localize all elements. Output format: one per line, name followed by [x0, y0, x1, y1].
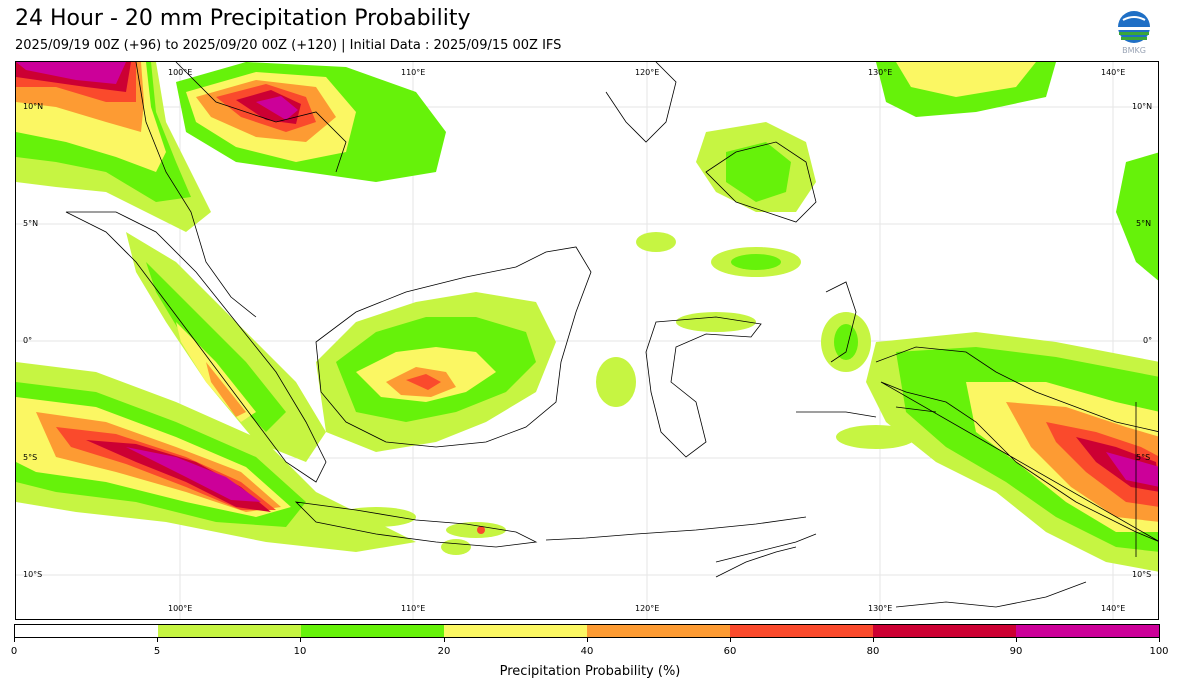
lon-label-bottom-110: 110°E: [401, 604, 426, 613]
precip-mindanao: [696, 122, 816, 212]
colorbar-tick-60: 60: [723, 646, 737, 657]
coastlines: [65, 62, 1158, 608]
lat-label-right-10s: 10°S: [1132, 570, 1152, 579]
colorbar-segment-60-80: [730, 625, 873, 637]
precip-northwest: [16, 62, 211, 232]
lat-label-right-5n: 5°N: [1136, 219, 1152, 228]
lon-label-top-130: 130°E: [868, 68, 893, 77]
colorbar-tick-20: 20: [437, 646, 451, 657]
lon-label-top-140: 140°E: [1101, 68, 1126, 77]
lon-label-bottom-120: 120°E: [635, 604, 660, 613]
colorbar-segment-80-90: [873, 625, 1016, 637]
colorbar-tick-40: 40: [580, 646, 594, 657]
page-subtitle: 2025/09/19 00Z (+96) to 2025/09/20 00Z (…: [15, 38, 562, 53]
colorbar-segment-5-10: [158, 625, 301, 637]
precip-philippine-sea: [876, 62, 1158, 281]
colorbar-tick-0: 0: [10, 646, 18, 657]
page-title: 24 Hour - 20 mm Precipitation Probabilit…: [15, 6, 471, 31]
colorbar-segment-0-5: [15, 625, 158, 637]
colorbar-tick-5: 5: [153, 646, 161, 657]
precip-java: [336, 507, 506, 555]
colorbar-label: Precipitation Probability (%): [499, 664, 681, 679]
colorbar-tick-80: 80: [866, 646, 880, 657]
lon-label-bottom-130: 130°E: [868, 604, 893, 613]
lon-label-bottom-140: 140°E: [1101, 604, 1126, 613]
lon-label-top-100: 100°E: [168, 68, 193, 77]
lat-label-right-5s: 5°S: [1136, 453, 1151, 462]
lon-label-top-120: 120°E: [635, 68, 660, 77]
colorbar-tick-90: 90: [1009, 646, 1023, 657]
lon-label-top-110: 110°E: [401, 68, 426, 77]
lat-label-left-10s: 10°S: [23, 570, 43, 579]
precip-sumatra: [126, 232, 326, 462]
colorbar-tick-100: 100: [1149, 646, 1169, 657]
lat-label-right-0: 0°: [1143, 336, 1153, 345]
lat-label-left-10n: 10°N: [23, 102, 44, 111]
colorbar-segment-90-100: [1016, 625, 1159, 637]
precip-central-green: [731, 254, 858, 360]
bmkg-logo: BMKG: [1115, 10, 1153, 56]
map-canvas: [16, 62, 1158, 619]
lat-label-left-5n: 5°N: [23, 219, 39, 228]
colorbar-segment-40-60: [587, 625, 730, 637]
logo-text: BMKG: [1122, 46, 1146, 55]
precip-papua: [866, 332, 1158, 572]
precip-java-core: [477, 526, 485, 534]
colorbar-segment-10-20: [301, 625, 444, 637]
lat-label-right-10n: 10°N: [1132, 102, 1153, 111]
precip-central: [596, 232, 916, 449]
colorbar-tick-10: 10: [293, 646, 307, 657]
lat-label-left-0: 0°: [23, 336, 33, 345]
precip-borneo: [316, 292, 556, 452]
precipitation-map: 100°E 110°E 120°E 130°E 140°E 100°E 110°…: [15, 61, 1159, 620]
colorbar: [14, 624, 1160, 638]
colorbar-segment-20-40: [444, 625, 587, 637]
lat-label-left-5s: 5°S: [23, 453, 38, 462]
lon-label-bottom-100: 100°E: [168, 604, 193, 613]
precip-south-china-sea: [176, 62, 446, 182]
